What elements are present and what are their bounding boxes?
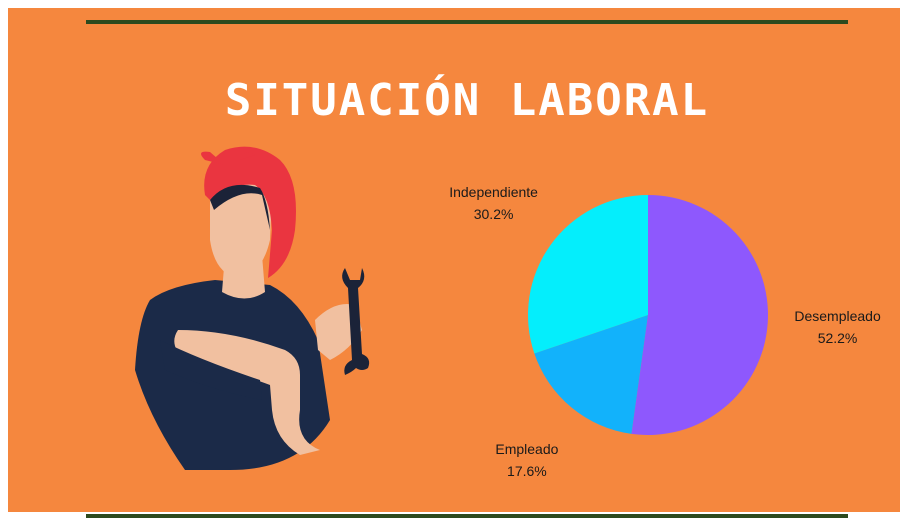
slice-name: Independiente <box>449 184 538 200</box>
slice-value: 30.2% <box>474 206 514 222</box>
worker-illustration <box>135 146 370 470</box>
slice-value: 17.6% <box>507 463 547 479</box>
pie-slice <box>528 195 648 354</box>
slice-name: Desempleado <box>794 308 881 324</box>
pie: Desempleado 52.2% Empleado 17.6% Independien… <box>449 184 881 479</box>
pie-slice <box>631 195 768 435</box>
slice-value: 52.2% <box>818 330 858 346</box>
pie-slice <box>534 315 648 434</box>
slice-name: Empleado <box>495 441 558 457</box>
chart-title: SITUACIÓN LABORAL <box>225 73 709 126</box>
